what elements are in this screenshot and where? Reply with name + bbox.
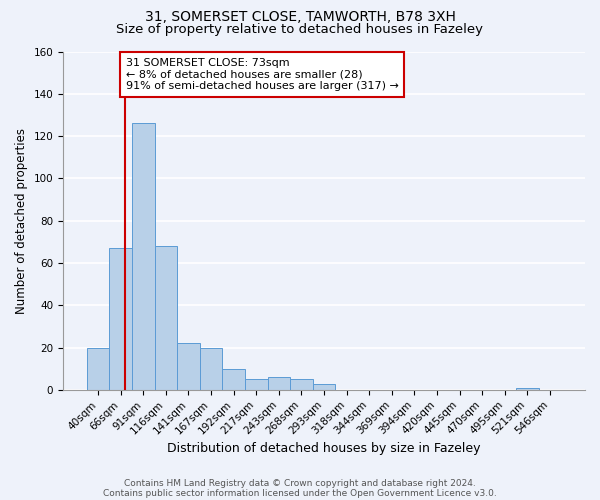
- Text: Size of property relative to detached houses in Fazeley: Size of property relative to detached ho…: [116, 22, 484, 36]
- Bar: [223, 368, 245, 390]
- Bar: [109, 248, 132, 390]
- Bar: [200, 348, 223, 390]
- X-axis label: Distribution of detached houses by size in Fazeley: Distribution of detached houses by size …: [167, 442, 481, 455]
- Bar: [177, 344, 200, 390]
- Text: 31, SOMERSET CLOSE, TAMWORTH, B78 3XH: 31, SOMERSET CLOSE, TAMWORTH, B78 3XH: [145, 10, 455, 24]
- Text: 31 SOMERSET CLOSE: 73sqm
← 8% of detached houses are smaller (28)
91% of semi-de: 31 SOMERSET CLOSE: 73sqm ← 8% of detache…: [126, 58, 399, 91]
- Bar: [132, 124, 155, 390]
- Bar: [87, 348, 109, 390]
- Bar: [516, 388, 539, 390]
- Bar: [313, 384, 335, 390]
- Bar: [245, 380, 268, 390]
- Bar: [268, 377, 290, 390]
- Y-axis label: Number of detached properties: Number of detached properties: [15, 128, 28, 314]
- Bar: [155, 246, 177, 390]
- Bar: [290, 380, 313, 390]
- Text: Contains HM Land Registry data © Crown copyright and database right 2024.: Contains HM Land Registry data © Crown c…: [124, 478, 476, 488]
- Text: Contains public sector information licensed under the Open Government Licence v3: Contains public sector information licen…: [103, 488, 497, 498]
